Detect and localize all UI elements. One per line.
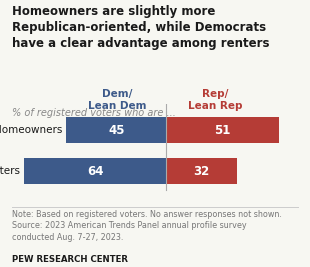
Text: 32: 32: [193, 165, 210, 178]
Text: Homeowners: Homeowners: [0, 125, 62, 135]
Text: 45: 45: [108, 124, 125, 137]
Text: Lean Dem: Lean Dem: [88, 101, 147, 111]
Bar: [166, 158, 237, 184]
Text: % of registered voters who are ...: % of registered voters who are ...: [12, 108, 176, 118]
Text: Lean Rep: Lean Rep: [188, 101, 242, 111]
Text: 51: 51: [214, 124, 231, 137]
Bar: [166, 117, 279, 143]
Bar: [66, 117, 166, 143]
Bar: [24, 158, 166, 184]
Text: Rep/: Rep/: [202, 89, 228, 99]
Text: Renters: Renters: [0, 166, 20, 176]
Text: Homeowners are slightly more
Republican-oriented, while Democrats
have a clear a: Homeowners are slightly more Republican-…: [12, 5, 270, 50]
Text: Note: Based on registered voters. No answer responses not shown.
Source: 2023 Am: Note: Based on registered voters. No ans…: [12, 210, 282, 242]
Text: PEW RESEARCH CENTER: PEW RESEARCH CENTER: [12, 255, 128, 264]
Text: 64: 64: [87, 165, 104, 178]
Text: Dem/: Dem/: [102, 89, 133, 99]
